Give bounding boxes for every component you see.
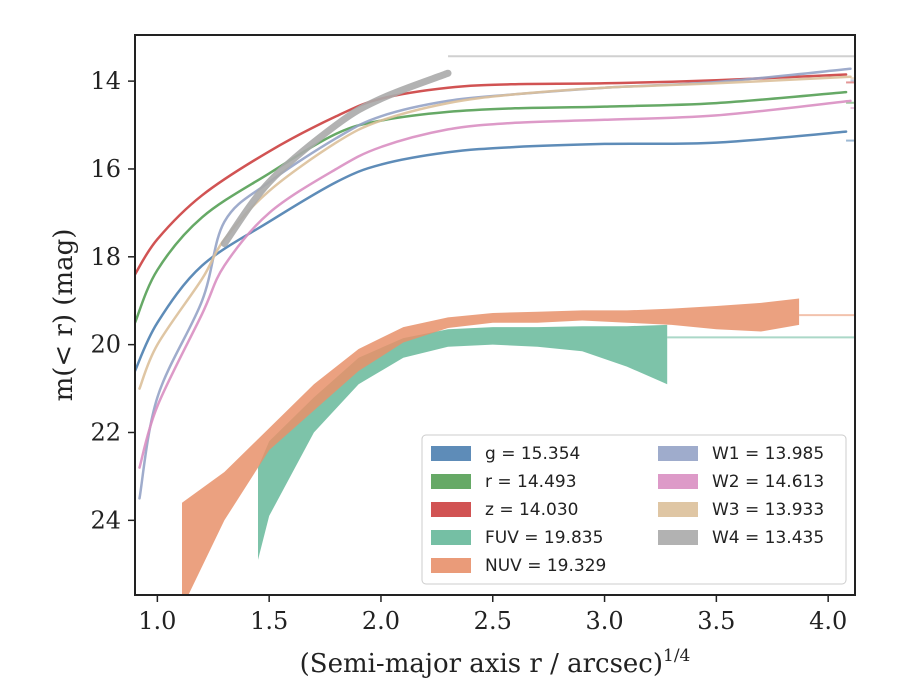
legend-swatch-w4	[658, 530, 698, 545]
legend-box	[421, 434, 847, 585]
legend-label-w1: W1 = 13.985	[712, 444, 824, 464]
y-tick-label: 14	[90, 67, 121, 95]
legend-label-w4: W4 = 13.435	[712, 528, 824, 548]
line-w2	[138, 99, 852, 469]
series-nuv	[182, 298, 855, 595]
series-r	[135, 90, 855, 324]
legend-swatch-r	[431, 474, 471, 489]
x-axis-label-main: (Semi-major axis r / arcsec)	[300, 649, 663, 679]
plot-area	[135, 55, 855, 595]
legend-swatch-fuv	[431, 530, 471, 545]
series-w4	[220, 55, 855, 248]
legend-swatch-nuv	[431, 558, 471, 573]
x-tick-label: 2.0	[362, 607, 400, 635]
x-tick-label: 1.0	[138, 607, 176, 635]
legend-label-w3: W3 = 13.933	[712, 500, 824, 520]
legend-swatch-z	[431, 502, 471, 517]
y-tick-label: 24	[90, 506, 121, 534]
x-axis-label-exponent: 1/4	[663, 646, 690, 666]
legend: g = 15.354 r = 14.493 z = 14.030 FUV = 19.8…	[421, 434, 847, 585]
x-tick-label: 3.5	[697, 607, 735, 635]
line-w3	[138, 75, 852, 390]
legend-swatch-w3	[658, 502, 698, 517]
y-axis-label: m(< r) (mag)	[49, 229, 79, 402]
line-g	[135, 130, 848, 373]
line-r	[135, 90, 848, 324]
legend-label-g: g = 15.354	[485, 444, 580, 464]
series-g	[135, 130, 855, 373]
legend-swatch-g	[431, 446, 471, 461]
x-tick-label: 4.0	[809, 607, 847, 635]
x-tick-label: 2.5	[474, 607, 512, 635]
axes: 1.0 1.5 2.0 2.5 3.0 3.5 4.0 14 16 18 20 22 24 (Semi-m…	[49, 34, 856, 679]
legend-swatch-w2	[658, 474, 698, 489]
legend-label-nuv: NUV = 19.329	[485, 556, 606, 576]
y-tick-label: 16	[90, 155, 121, 183]
legend-label-w2: W2 = 14.613	[712, 472, 824, 492]
legend-label-r: r = 14.493	[485, 472, 577, 492]
legend-label-fuv: FUV = 19.835	[485, 528, 603, 548]
y-tick-label: 20	[90, 331, 121, 359]
line-w4	[220, 69, 452, 248]
y-tick-label: 22	[90, 418, 121, 446]
series-z	[135, 73, 855, 276]
band-nuv	[182, 298, 800, 595]
x-axis-label: (Semi-major axis r / arcsec)1/4	[300, 646, 691, 679]
axes-frame	[134, 34, 856, 596]
x-tick-label: 3.0	[585, 607, 623, 635]
legend-swatch-w1	[658, 446, 698, 461]
legend-label-z: z = 14.030	[485, 500, 578, 520]
x-tick-label: 1.5	[250, 607, 288, 635]
y-tick-label: 18	[90, 243, 121, 271]
line-z	[135, 73, 848, 276]
series-fuv	[258, 324, 855, 560]
band-fuv	[258, 324, 668, 560]
